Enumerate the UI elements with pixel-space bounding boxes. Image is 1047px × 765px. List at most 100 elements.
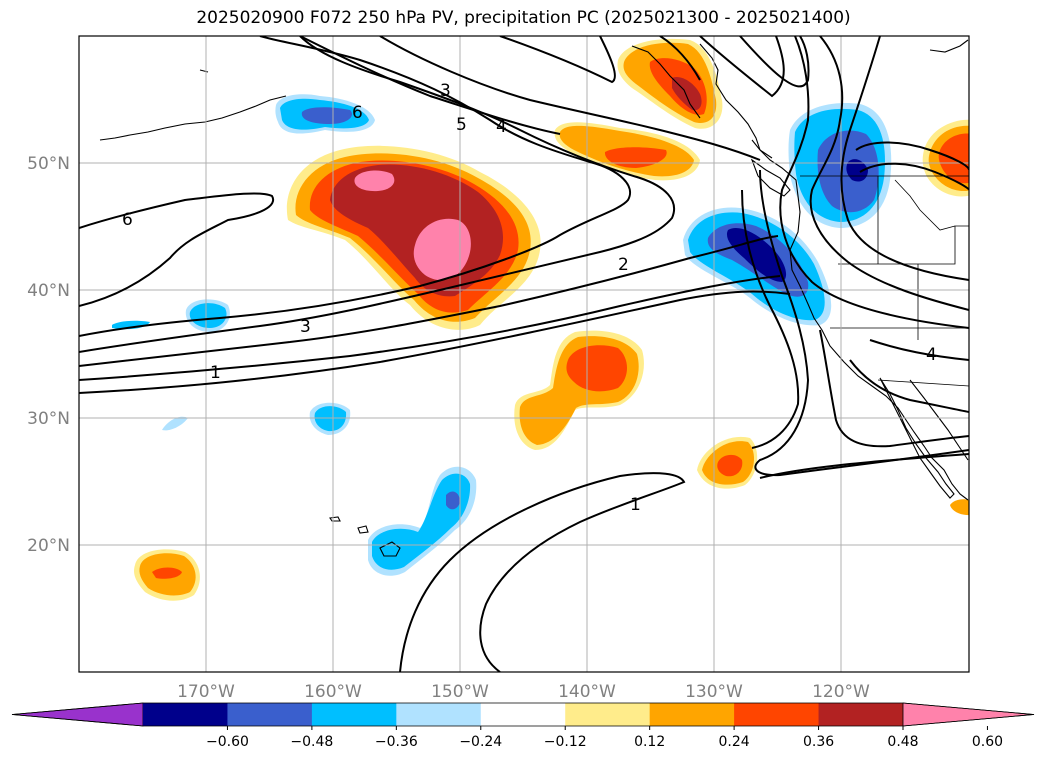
pv-contour-line [299, 36, 561, 135]
longitude-labels: 170°W 160°W 150°W 140°W 130°W 120°W [177, 682, 870, 702]
pv-contour-line [379, 36, 761, 161]
colorbar-tick-label: −0.24 [459, 734, 502, 750]
colorbar-cell [311, 703, 397, 726]
border-lines [894, 179, 956, 231]
precip-positive-area [566, 345, 627, 392]
colorbar-cell [565, 703, 651, 726]
graticule [79, 36, 969, 672]
contour-label: 2 [618, 255, 629, 275]
precip-negative-area [301, 107, 352, 124]
colorbar-cells [11, 702, 1035, 727]
precip-negative-area [189, 303, 227, 328]
pv-contour-line [79, 235, 779, 367]
pv-contour-line [869, 339, 969, 361]
border-lines [877, 379, 969, 387]
colorbar-tick-label: 0.36 [803, 734, 834, 750]
pv-contour-line [759, 453, 969, 479]
coastline-hawaii [329, 516, 341, 522]
colorbar-tick-label: −0.36 [375, 734, 418, 750]
pv-contour-line [779, 36, 969, 329]
colorbar-tick-label: −0.12 [544, 734, 587, 750]
coastline-islands [751, 139, 773, 159]
precip-positive-area [717, 454, 743, 477]
contour-label: 3 [440, 81, 451, 101]
pv-contours [79, 36, 969, 672]
pv-contour-line [79, 192, 275, 307]
coastline-islands [631, 45, 701, 119]
pv-contour-line [79, 290, 791, 394]
lat-label: 40°N [27, 281, 70, 301]
lat-label: 20°N [27, 536, 70, 556]
coastline-hawaii [357, 525, 369, 534]
colorbar-extend-low [11, 702, 144, 727]
colorbar-cell [396, 703, 482, 726]
precip-positive-area [152, 567, 182, 579]
colorbar-extend-high [902, 702, 1035, 727]
contour-label: 6 [122, 210, 133, 230]
colorbar-cell [649, 703, 735, 726]
coastline-baja [879, 377, 955, 499]
lon-label: 170°W [177, 682, 235, 702]
colorbar-tick-label: −0.60 [206, 734, 249, 750]
lon-label: 130°W [685, 682, 743, 702]
precip-negative-area [314, 406, 347, 432]
lon-label: 140°W [558, 682, 616, 702]
contour-label: 6 [352, 103, 363, 123]
colorbar-tick-label: 0.12 [634, 734, 665, 750]
pv-contour-line [840, 36, 969, 281]
pv-contour-line [499, 36, 616, 84]
colorbar-cell [227, 703, 313, 726]
colorbar-tick-label: 0.48 [887, 734, 918, 750]
lon-label: 160°W [304, 682, 362, 702]
pv-contour-line [79, 275, 781, 381]
coastline-gulf-california [909, 379, 969, 461]
precip-positive-area [950, 499, 969, 516]
colorbar-ticks: −0.60 −0.48 −0.36 −0.24 −0.12 0.12 0.24 0.36 0.4… [206, 726, 1003, 750]
precip-negative-area [162, 416, 188, 431]
map-frame [78, 35, 970, 673]
contour-label: 4 [926, 345, 937, 365]
pv-contour-line [859, 162, 969, 191]
contour-label: 1 [210, 363, 221, 383]
lat-label: 50°N [27, 154, 70, 174]
coastline-aleutians [99, 95, 287, 141]
pv-contour-line [79, 36, 675, 353]
contour-label: 3 [300, 317, 311, 337]
contour-label: 5 [456, 115, 467, 135]
pv-contour-line [699, 36, 785, 98]
lat-label: 30°N [27, 409, 70, 429]
pv-contour-line [754, 169, 969, 477]
colorbar-frame [11, 702, 1035, 727]
pv-contour-labels: 6 3 1 2 3 4 5 6 1 4 [122, 81, 937, 515]
coastline-hawaii [379, 541, 401, 557]
coastline-north-america [699, 43, 969, 501]
pv-contour-line [849, 359, 969, 413]
coastline-islands [929, 39, 969, 53]
pv-contour-line [79, 36, 631, 337]
colorbar-cell [818, 703, 904, 726]
colorbar-tick-label: 0.60 [972, 734, 1003, 750]
precip-positive-area [413, 218, 471, 281]
colorbar-tick-label: −0.48 [290, 734, 333, 750]
pv-contour-line [855, 141, 969, 171]
colorbar-cell [143, 703, 228, 726]
pv-contour-line [399, 472, 686, 672]
lon-label: 150°W [431, 682, 489, 702]
latitude-labels: 50°N 40°N 30°N 20°N [27, 154, 70, 556]
precip-negative-area [726, 228, 787, 282]
map-title: 2025020900 F072 250 hPa PV, precipitatio… [196, 8, 851, 28]
colorbar-cell [480, 703, 566, 726]
contour-label: 1 [630, 495, 641, 515]
lon-label: 120°W [812, 682, 870, 702]
contour-label: 4 [496, 117, 507, 137]
pv-contour-line [819, 329, 969, 448]
pv-contour-line [659, 36, 701, 81]
coastline-islands [199, 69, 209, 73]
precip-negative-area [446, 491, 460, 510]
pv-contour-line [809, 36, 969, 311]
coastlines [99, 39, 969, 557]
colorbar: −0.60 −0.48 −0.36 −0.24 −0.12 0.12 0.24 0.36 0.4… [11, 702, 1035, 750]
precip-positive-area [354, 170, 395, 192]
border-lines [838, 225, 969, 265]
